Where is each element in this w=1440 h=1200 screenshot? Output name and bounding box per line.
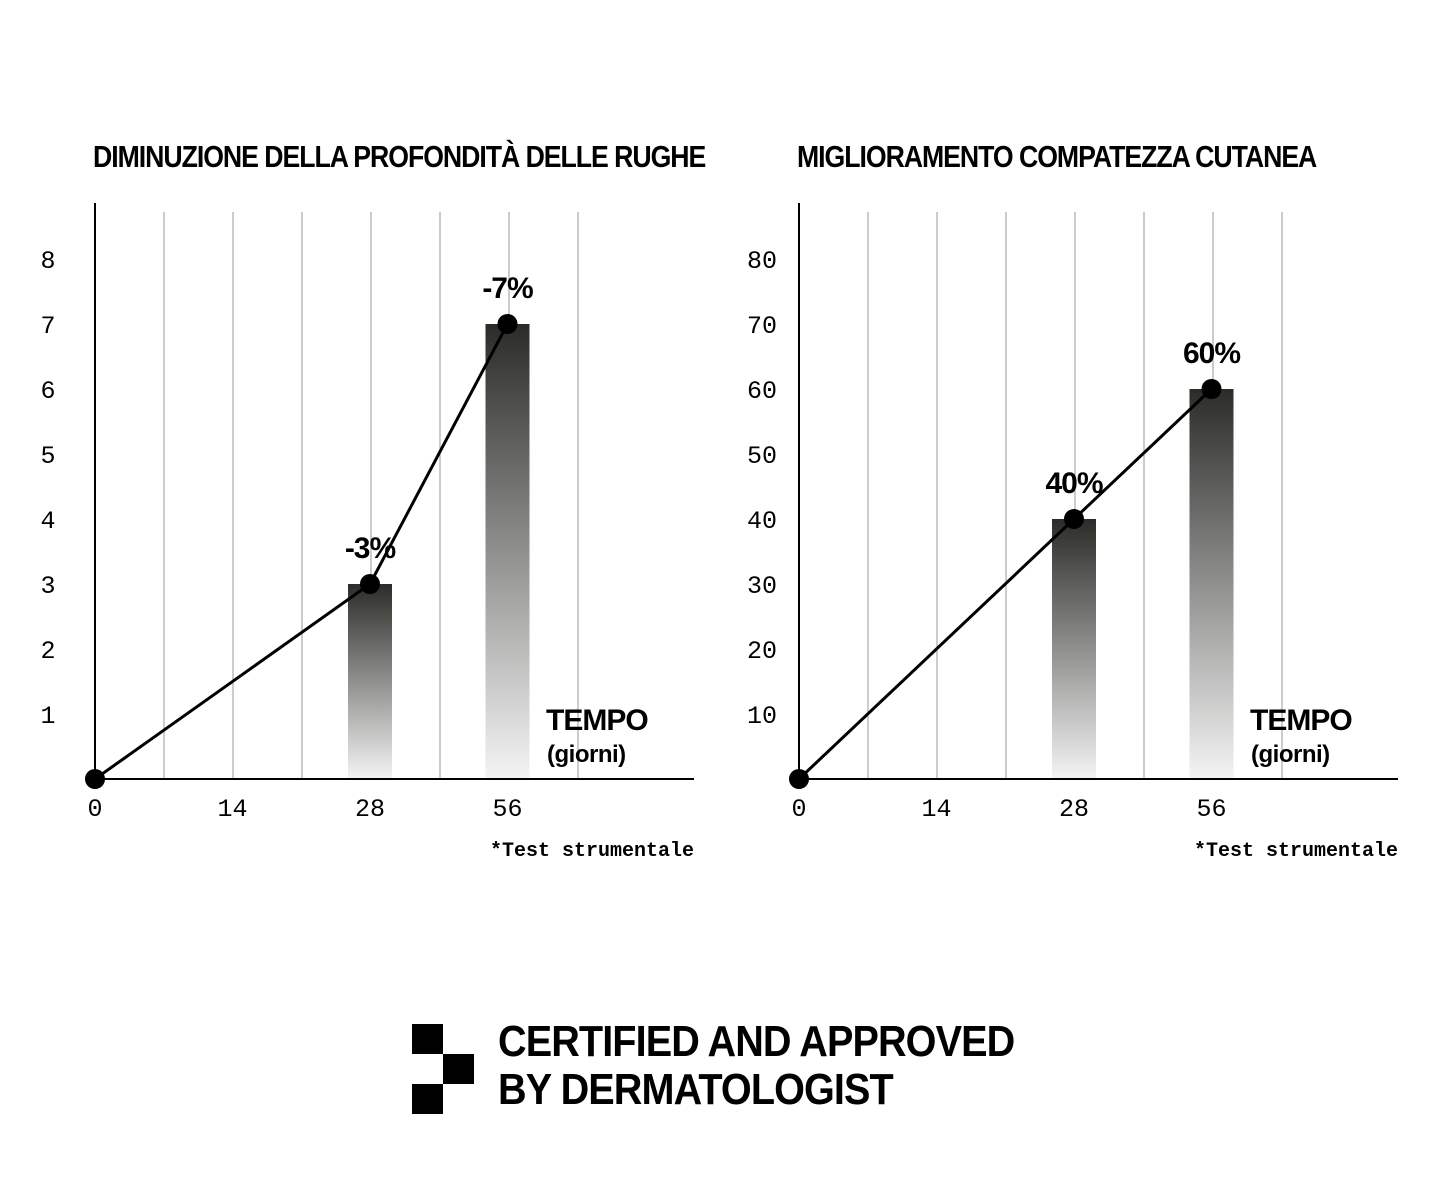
data-point-0 [789,769,809,789]
charts-area: DIMINUZIONE DELLA PROFONDITÀ DELLE RUGHE… [40,138,1398,863]
checker-logo-icon [412,1024,474,1114]
y-tick-label: 6 [40,377,55,406]
data-point-56 [497,314,518,334]
data-point-28 [1064,509,1084,529]
data-label: -3% [345,532,396,565]
y-tick-label: 30 [747,572,777,601]
chart-1: DIMINUZIONE DELLA PROFONDITÀ DELLE RUGHE… [40,138,707,863]
x-tick-label: 28 [1059,795,1089,824]
trend-line [797,387,1213,781]
data-label: 40% [1045,467,1102,500]
chart-title: DIMINUZIONE DELLA PROFONDITÀ DELLE RUGHE [93,138,706,174]
data-point-0 [85,769,105,789]
x-tick-label: 14 [921,795,951,824]
y-tick-label: 70 [747,312,777,341]
certification-badge: CERTIFIED AND APPROVED BY DERMATOLOGIST [412,1018,1112,1122]
y-tick-label: 8 [40,247,55,276]
trend-line [94,323,509,781]
data-point-56 [1201,379,1222,399]
y-tick-label: 50 [747,442,777,471]
y-tick-label: 4 [40,507,55,536]
x-axis-name: TEMPO [546,704,648,737]
chart-2: MIGLIORAMENTO COMPATEZZA CUTANEA 10 20 30 40… [747,140,1398,863]
x-tick-label: 14 [217,795,247,824]
bar-28 [1052,519,1096,779]
y-tick-label: 60 [747,377,777,406]
y-tick-label: 2 [40,637,55,666]
bar-56 [1189,389,1234,779]
y-tick-label: 5 [40,442,55,471]
y-tick-label: 80 [747,247,777,276]
data-label: -7% [482,272,533,305]
x-axis-unit: (giorni) [1251,741,1330,768]
bar-28 [348,584,392,779]
badge-line-2: BY DERMATOLOGIST [498,1065,894,1114]
x-tick-label: 56 [1196,795,1226,824]
x-tick-label: 28 [355,795,385,824]
y-tick-label: 10 [747,702,777,731]
x-tick-label: 0 [791,795,806,824]
y-tick-label: 7 [40,312,55,341]
bar-56 [485,324,530,779]
y-tick-label: 20 [747,637,777,666]
x-axis-unit: (giorni) [547,741,626,768]
footnote: *Test strumentale [490,840,694,863]
y-tick-label: 1 [40,702,55,731]
x-axis-name: TEMPO [1250,704,1352,737]
footnote: *Test strumentale [1194,840,1398,863]
x-tick-label: 56 [492,795,522,824]
chart-title: MIGLIORAMENTO COMPATEZZA CUTANEA [797,140,1317,174]
y-tick-label: 3 [40,572,55,601]
badge-line-1: CERTIFIED AND APPROVED [498,1017,1015,1066]
x-tick-label: 0 [87,795,102,824]
data-label: 60% [1183,337,1240,370]
data-point-28 [360,574,380,594]
y-tick-label: 40 [747,507,777,536]
